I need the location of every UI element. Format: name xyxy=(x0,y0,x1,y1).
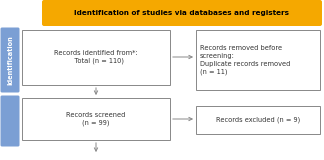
FancyBboxPatch shape xyxy=(196,106,320,134)
Text: Records excluded (n = 9): Records excluded (n = 9) xyxy=(216,117,300,123)
FancyBboxPatch shape xyxy=(1,28,19,92)
Text: Records removed before
screening:
Duplicate records removed
(n = 11): Records removed before screening: Duplic… xyxy=(200,45,290,75)
Text: Identification: Identification xyxy=(7,35,13,85)
FancyBboxPatch shape xyxy=(22,98,170,140)
Text: Identification of studies via databases and registers: Identification of studies via databases … xyxy=(75,10,290,16)
FancyBboxPatch shape xyxy=(196,30,320,90)
Text: Records identified from*:
   Total (n = 110): Records identified from*: Total (n = 110… xyxy=(54,50,138,64)
FancyBboxPatch shape xyxy=(1,96,19,147)
FancyBboxPatch shape xyxy=(42,0,322,26)
FancyBboxPatch shape xyxy=(22,30,170,85)
Text: Records screened
(n = 99): Records screened (n = 99) xyxy=(66,112,126,126)
